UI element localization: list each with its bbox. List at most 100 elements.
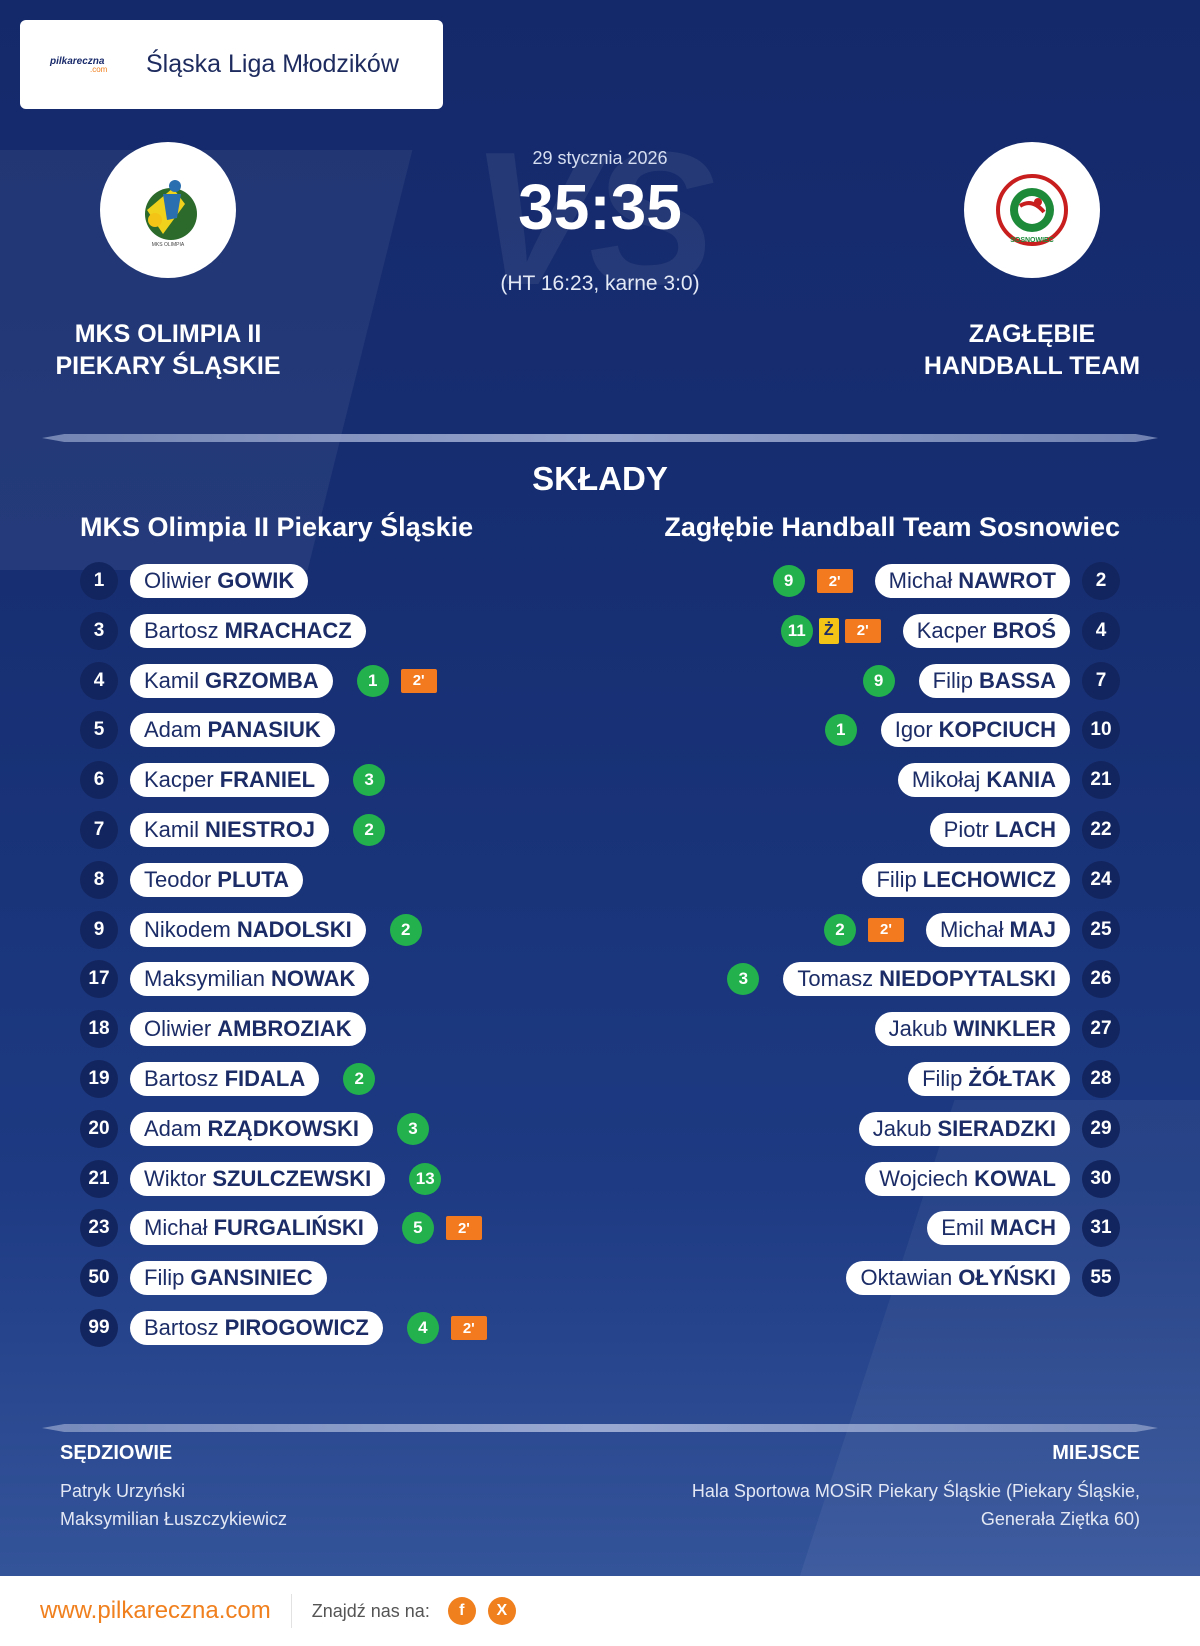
home-player-row: 20 Adam RZĄDKOWSKI 3 [0, 1109, 430, 1148]
x-icon[interactable]: X [487, 1597, 516, 1625]
player-name[interactable]: Mikołaj KANIA [897, 763, 1070, 798]
player-name[interactable]: Bartosz FIDALA [130, 1062, 320, 1096]
player-name[interactable]: Oliwier GOWIK [130, 564, 309, 598]
player-name[interactable]: Michał NAWROT [874, 564, 1070, 598]
suspension-badge: 2' [445, 1216, 482, 1241]
goals-badge: 3 [727, 963, 760, 996]
player-first-name: Nikodem [144, 916, 231, 942]
player-surname: BROŚ [992, 617, 1056, 643]
player-first-name: Teodor [144, 866, 212, 892]
player-name[interactable]: Oliwier AMBROZIAK [130, 1012, 366, 1047]
player-surname: MAJ [1009, 916, 1056, 942]
vs-watermark: VS [470, 113, 715, 325]
away-player-row: 22 Piotr LACH [929, 811, 1120, 849]
player-surname: NAWROT [958, 568, 1056, 593]
player-name[interactable]: Filip LECHOWICZ [862, 862, 1070, 897]
player-name[interactable]: Kacper FRANIEL [130, 763, 330, 798]
home-player-row: 5 Adam PANASIUK [0, 711, 335, 750]
player-name[interactable]: Kamil NIESTROJ [130, 813, 330, 847]
player-surname: FRANIEL [219, 767, 316, 793]
player-number: 6 [80, 761, 118, 800]
away-player-row: 21 Mikołaj KANIA [897, 761, 1120, 800]
player-first-name: Igor [894, 717, 933, 743]
player-name[interactable]: Bartosz PIROGOWICZ [130, 1311, 383, 1345]
yellow-card-badge: Ż [818, 617, 839, 644]
player-number: 4 [1082, 611, 1120, 650]
player-name[interactable]: Michał MAJ [925, 912, 1070, 947]
player-first-name: Michał [939, 916, 1004, 942]
player-number: 2 [1082, 562, 1120, 600]
player-number: 4 [80, 661, 118, 700]
home-player-row: 4 Kamil GRZOMBA 1 2' [0, 661, 437, 700]
player-surname: GRZOMBA [205, 667, 319, 693]
player-number: 28 [1082, 1060, 1120, 1098]
player-name[interactable]: Nikodem NADOLSKI [130, 912, 366, 947]
player-name[interactable]: Igor KOPCIUCH [880, 713, 1070, 748]
goals-badge: 3 [353, 764, 386, 797]
player-surname: NADOLSKI [236, 916, 352, 942]
goals-badge: 2 [353, 814, 386, 846]
home-player-row: 17 Maksymilian NOWAK [0, 960, 370, 999]
home-squad-title: MKS Olimpia II Piekary Śląskie [80, 512, 474, 542]
home-player-row: 50 Filip GANSINIEC [0, 1259, 327, 1298]
player-surname: FIDALA [224, 1066, 306, 1091]
player-name[interactable]: Filip GANSINIEC [130, 1261, 327, 1296]
away-player-row: 24 Filip LECHOWICZ [862, 860, 1120, 899]
player-surname: BASSA [978, 667, 1056, 693]
home-team-crest-icon: MKS OLIMPIA [100, 142, 236, 278]
player-first-name: Jakub [888, 1016, 948, 1042]
player-name[interactable]: Wiktor SZULCZEWSKI [130, 1161, 386, 1196]
player-name[interactable]: Jakub WINKLER [874, 1012, 1070, 1047]
away-player-row: 10 Igor KOPCIUCH 1 [824, 711, 1120, 750]
player-first-name: Wojciech [879, 1165, 969, 1191]
player-name[interactable]: Emil MACH [927, 1211, 1070, 1246]
suspension-badge: 2' [844, 618, 881, 643]
player-number: 18 [80, 1010, 118, 1049]
player-first-name: Mikołaj [911, 767, 981, 793]
home-player-row: 3 Bartosz MRACHACZ [0, 611, 366, 650]
player-name[interactable]: Tomasz NIEDOPYTALSKI [783, 962, 1070, 997]
player-name[interactable]: Maksymilian NOWAK [130, 962, 370, 997]
player-surname: NIESTROJ [205, 817, 316, 842]
player-name[interactable]: Wojciech KOWAL [865, 1161, 1070, 1196]
player-surname: KOWAL [974, 1165, 1056, 1191]
player-number: 55 [1082, 1259, 1120, 1298]
svg-text:MKS OLIMPIA: MKS OLIMPIA [152, 242, 185, 248]
player-name[interactable]: Michał FURGALIŃSKI [130, 1211, 378, 1246]
player-number: 10 [1082, 711, 1120, 750]
facebook-icon[interactable]: f [447, 1597, 476, 1625]
player-first-name: Adam [144, 1115, 202, 1141]
player-number: 17 [80, 960, 118, 999]
referees-block: SĘDZIOWIE Patryk Urzyński Maksymilian Łu… [60, 1442, 287, 1533]
site-link[interactable]: www.pilkareczna.com [40, 1597, 271, 1624]
away-player-row: 55 Oktawian OŁYŃSKI [846, 1259, 1120, 1298]
away-player-row: 30 Wojciech KOWAL [865, 1159, 1120, 1198]
player-first-name: Adam [144, 717, 202, 743]
player-name[interactable]: Adam RZĄDKOWSKI [130, 1111, 374, 1146]
svg-text:SOSNOWIEC: SOSNOWIEC [1010, 237, 1054, 244]
player-name[interactable]: Kamil GRZOMBA [130, 663, 333, 698]
footer: www.pilkareczna.com Znajdź nas na: f X [0, 1576, 1200, 1646]
player-number: 26 [1082, 960, 1120, 999]
home-player-row: 9 Nikodem NADOLSKI 2 [0, 910, 422, 949]
player-number: 7 [1082, 661, 1120, 700]
player-name[interactable]: Oktawian OŁYŃSKI [846, 1261, 1070, 1296]
player-number: 3 [80, 611, 118, 650]
player-name[interactable]: Kacper BROŚ [902, 613, 1070, 648]
away-player-row: 31 Emil MACH [927, 1209, 1120, 1248]
player-name[interactable]: Teodor PLUTA [130, 862, 303, 897]
player-name[interactable]: Filip ŻÓŁTAK [908, 1062, 1070, 1096]
venue-block: MIEJSCE Hala Sportowa MOSiR Piekary Śląs… [692, 1442, 1140, 1533]
player-name[interactable]: Adam PANASIUK [130, 713, 335, 748]
score-detail: (HT 16:23, karne 3:0) [500, 272, 700, 295]
player-name[interactable]: Jakub SIERADZKI [858, 1111, 1070, 1146]
player-name[interactable]: Bartosz MRACHACZ [130, 613, 366, 648]
player-number: 50 [80, 1259, 118, 1298]
player-name[interactable]: Piotr LACH [929, 813, 1070, 847]
player-number: 7 [80, 811, 118, 849]
player-name[interactable]: Filip BASSA [918, 663, 1070, 698]
player-surname: NIEDOPYTALSKI [879, 966, 1056, 992]
player-first-name: Oktawian [860, 1265, 953, 1291]
player-number: 30 [1082, 1159, 1120, 1198]
player-first-name: Maksymilian [144, 966, 266, 992]
